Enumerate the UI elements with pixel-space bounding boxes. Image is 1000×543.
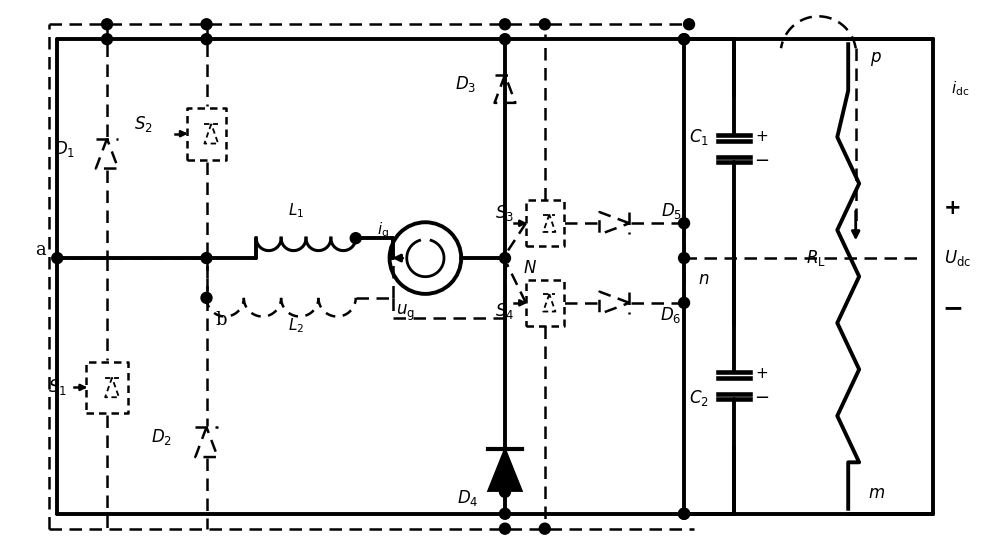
- Circle shape: [500, 487, 510, 497]
- Text: $S_4$: $S_4$: [495, 301, 515, 321]
- Circle shape: [679, 34, 690, 45]
- Text: $C_2$: $C_2$: [689, 388, 709, 408]
- Text: $D_4$: $D_4$: [457, 488, 479, 508]
- Text: $p$: $p$: [870, 50, 882, 68]
- Text: $D_3$: $D_3$: [455, 74, 476, 94]
- Circle shape: [679, 508, 690, 519]
- Text: $i_{\rm g}$: $i_{\rm g}$: [377, 220, 389, 241]
- Text: $U_{\rm dc}$: $U_{\rm dc}$: [944, 248, 971, 268]
- Circle shape: [500, 252, 510, 263]
- Circle shape: [201, 252, 212, 263]
- Circle shape: [102, 19, 112, 30]
- Text: $N$: $N$: [523, 260, 537, 276]
- Circle shape: [679, 34, 690, 45]
- Text: $R_{\rm L}$: $R_{\rm L}$: [806, 248, 826, 268]
- Text: +: +: [944, 198, 961, 218]
- Circle shape: [500, 34, 510, 45]
- Text: $m$: $m$: [868, 485, 885, 502]
- Text: $D_2$: $D_2$: [151, 427, 172, 447]
- Circle shape: [679, 252, 690, 263]
- Circle shape: [52, 252, 63, 263]
- Circle shape: [500, 508, 510, 519]
- Circle shape: [500, 19, 510, 30]
- Circle shape: [679, 298, 690, 308]
- Text: $u_{\rm g}$: $u_{\rm g}$: [396, 302, 415, 323]
- Text: a: a: [35, 241, 46, 259]
- Text: −: −: [754, 151, 769, 169]
- Circle shape: [684, 19, 694, 30]
- Circle shape: [201, 34, 212, 45]
- Text: $D_1$: $D_1$: [54, 138, 75, 159]
- Circle shape: [102, 34, 112, 45]
- Text: $L_2$: $L_2$: [288, 317, 304, 335]
- Circle shape: [350, 233, 361, 244]
- Text: b: b: [216, 311, 227, 329]
- Circle shape: [539, 523, 550, 534]
- Text: $S_2$: $S_2$: [134, 114, 153, 134]
- Circle shape: [539, 19, 550, 30]
- Text: $S_1$: $S_1$: [48, 377, 67, 397]
- Text: $n$: $n$: [698, 272, 710, 288]
- Text: +: +: [755, 367, 768, 382]
- Text: −: −: [942, 296, 963, 320]
- Text: $C_1$: $C_1$: [689, 127, 709, 147]
- Circle shape: [679, 508, 690, 519]
- Circle shape: [679, 218, 690, 229]
- Text: −: −: [754, 389, 769, 407]
- Text: $i_{\rm dc}$: $i_{\rm dc}$: [951, 80, 969, 98]
- Text: $S_3$: $S_3$: [495, 203, 514, 223]
- Text: $L_1$: $L_1$: [288, 201, 304, 220]
- Circle shape: [201, 19, 212, 30]
- Text: $D_5$: $D_5$: [661, 201, 682, 222]
- Polygon shape: [488, 449, 522, 491]
- Circle shape: [201, 292, 212, 304]
- Circle shape: [500, 523, 510, 534]
- Text: $D_6$: $D_6$: [660, 305, 682, 325]
- Text: +: +: [755, 129, 768, 144]
